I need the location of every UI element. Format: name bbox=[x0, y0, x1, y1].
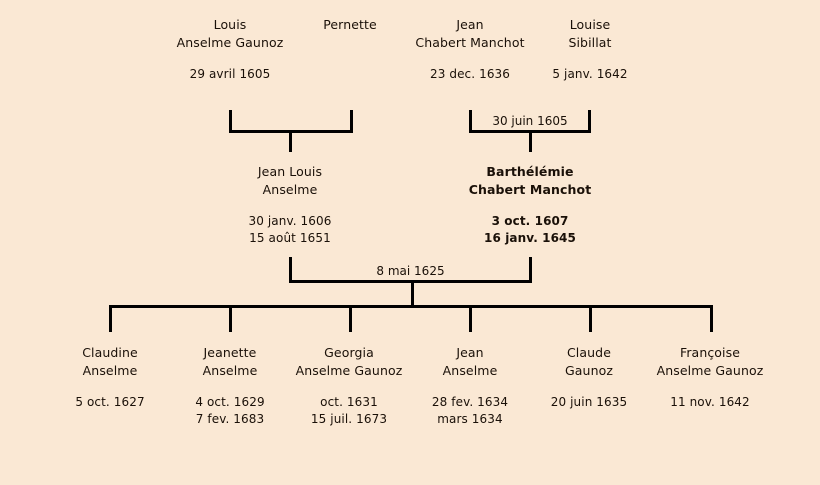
connector-to-claudine bbox=[109, 305, 112, 332]
person-claudine-anselme: Claudine Anselme 5 oct. 1627 bbox=[35, 344, 185, 411]
connector-to-claude bbox=[589, 305, 592, 332]
connector-louise-down bbox=[588, 110, 591, 133]
person-surname: Anselme Gaunoz bbox=[656, 362, 764, 378]
spacer bbox=[390, 52, 550, 66]
person-given-name: Claude bbox=[566, 345, 611, 360]
person-surname: Anselme bbox=[82, 362, 138, 378]
person-date-primary: 28 fev. 1634 bbox=[431, 394, 509, 409]
marriage-date-main: 8 mai 1625 bbox=[376, 264, 445, 278]
person-date-primary: 30 janv. 1606 bbox=[248, 213, 332, 228]
sibling-bar bbox=[109, 305, 713, 308]
person-date-secondary: 15 août 1651 bbox=[249, 230, 331, 245]
person-date-primary: 5 oct. 1627 bbox=[75, 394, 145, 409]
person-surname: Chabert Manchot bbox=[415, 34, 525, 50]
person-given-name: Georgia bbox=[324, 345, 374, 360]
spacer bbox=[210, 199, 370, 213]
person-date-primary: 4 oct. 1629 bbox=[195, 394, 265, 409]
person-given-name: Claudine bbox=[82, 345, 138, 360]
person-date-primary: 20 juin 1635 bbox=[550, 394, 628, 409]
person-georgia-anselme-gaunoz: Georgia Anselme Gaunoz oct. 1631 15 juil… bbox=[274, 344, 424, 428]
person-given-name: Jean bbox=[456, 345, 484, 360]
person-louis-anselme-gaunoz: Louis Anselme Gaunoz 29 avril 1605 bbox=[150, 16, 310, 83]
person-jean-anselme: Jean Anselme 28 fev. 1634 mars 1634 bbox=[395, 344, 545, 428]
person-given-name: Jean bbox=[456, 17, 484, 32]
person-date-primary: 5 janv. 1642 bbox=[552, 66, 628, 81]
person-jean-chabert-manchot: Jean Chabert Manchot 23 dec. 1636 bbox=[390, 16, 550, 83]
person-surname: Anselme Gaunoz bbox=[176, 34, 284, 50]
connector-louis-down bbox=[229, 110, 232, 133]
person-surname: Anselme bbox=[442, 362, 498, 378]
person-surname: Anselme bbox=[202, 362, 258, 378]
person-louise-sibillat: Louise Sibillat 5 janv. 1642 bbox=[530, 16, 650, 83]
person-date-primary: 23 dec. 1636 bbox=[429, 66, 511, 81]
person-pernette: Pernette bbox=[290, 16, 410, 48]
marriage-date-chabert-sibillat: 30 juin 1605 bbox=[492, 114, 568, 128]
person-given-name: Barthélémie bbox=[486, 164, 574, 179]
connector-to-francoise bbox=[710, 305, 713, 332]
person-jean-louis-anselme: Jean Louis Anselme 30 janv. 1606 15 août… bbox=[210, 163, 370, 247]
person-date-primary: 3 oct. 1607 bbox=[491, 213, 569, 228]
person-date-primary: oct. 1631 bbox=[320, 394, 378, 409]
connector-to-jean-louis bbox=[289, 130, 292, 152]
person-date-secondary: 16 janv. 1645 bbox=[484, 230, 576, 245]
connector-to-barthelemie bbox=[529, 130, 532, 152]
person-claude-gaunoz: Claude Gaunoz 20 juin 1635 bbox=[514, 344, 664, 411]
person-surname: Anselme Gaunoz bbox=[295, 362, 403, 378]
connector-jean-chabert-down bbox=[469, 110, 472, 133]
connector-to-children-bar bbox=[411, 280, 414, 308]
person-date-secondary: mars 1634 bbox=[437, 411, 503, 426]
person-given-name: Françoise bbox=[679, 345, 741, 360]
connector-to-jean-anselme bbox=[469, 305, 472, 332]
person-date-primary: 29 avril 1605 bbox=[189, 66, 271, 81]
connector-to-georgia bbox=[349, 305, 352, 332]
marriage-bar-main bbox=[289, 280, 532, 283]
person-given-name: Pernette bbox=[323, 17, 377, 32]
spacer bbox=[450, 199, 610, 213]
connector-to-jeanette bbox=[229, 305, 232, 332]
person-jeanette-anselme: Jeanette Anselme 4 oct. 1629 7 fev. 1683 bbox=[155, 344, 305, 428]
person-surname: Sibillat bbox=[568, 34, 612, 50]
person-surname: Chabert Manchot bbox=[468, 181, 592, 197]
connector-jean-louis-down bbox=[289, 257, 292, 283]
person-surname: Anselme bbox=[262, 181, 318, 197]
connector-pernette-down bbox=[350, 110, 353, 133]
person-date-secondary: 15 juil. 1673 bbox=[310, 411, 388, 426]
person-francoise-anselme-gaunoz: Françoise Anselme Gaunoz 11 nov. 1642 bbox=[635, 344, 785, 411]
person-barthelemie-chabert-manchot: Barthélémie Chabert Manchot 3 oct. 1607 … bbox=[450, 163, 610, 247]
person-given-name: Jeanette bbox=[203, 345, 257, 360]
spacer bbox=[635, 380, 785, 394]
person-given-name: Louis bbox=[213, 17, 247, 32]
person-given-name: Jean Louis bbox=[257, 164, 323, 179]
spacer bbox=[150, 52, 310, 66]
person-date-secondary: 7 fev. 1683 bbox=[195, 411, 265, 426]
person-surname: Gaunoz bbox=[565, 362, 613, 378]
person-date-primary: 11 nov. 1642 bbox=[670, 394, 750, 409]
connector-barthelemie-down bbox=[529, 257, 532, 283]
spacer bbox=[530, 52, 650, 66]
person-given-name: Louise bbox=[569, 17, 611, 32]
